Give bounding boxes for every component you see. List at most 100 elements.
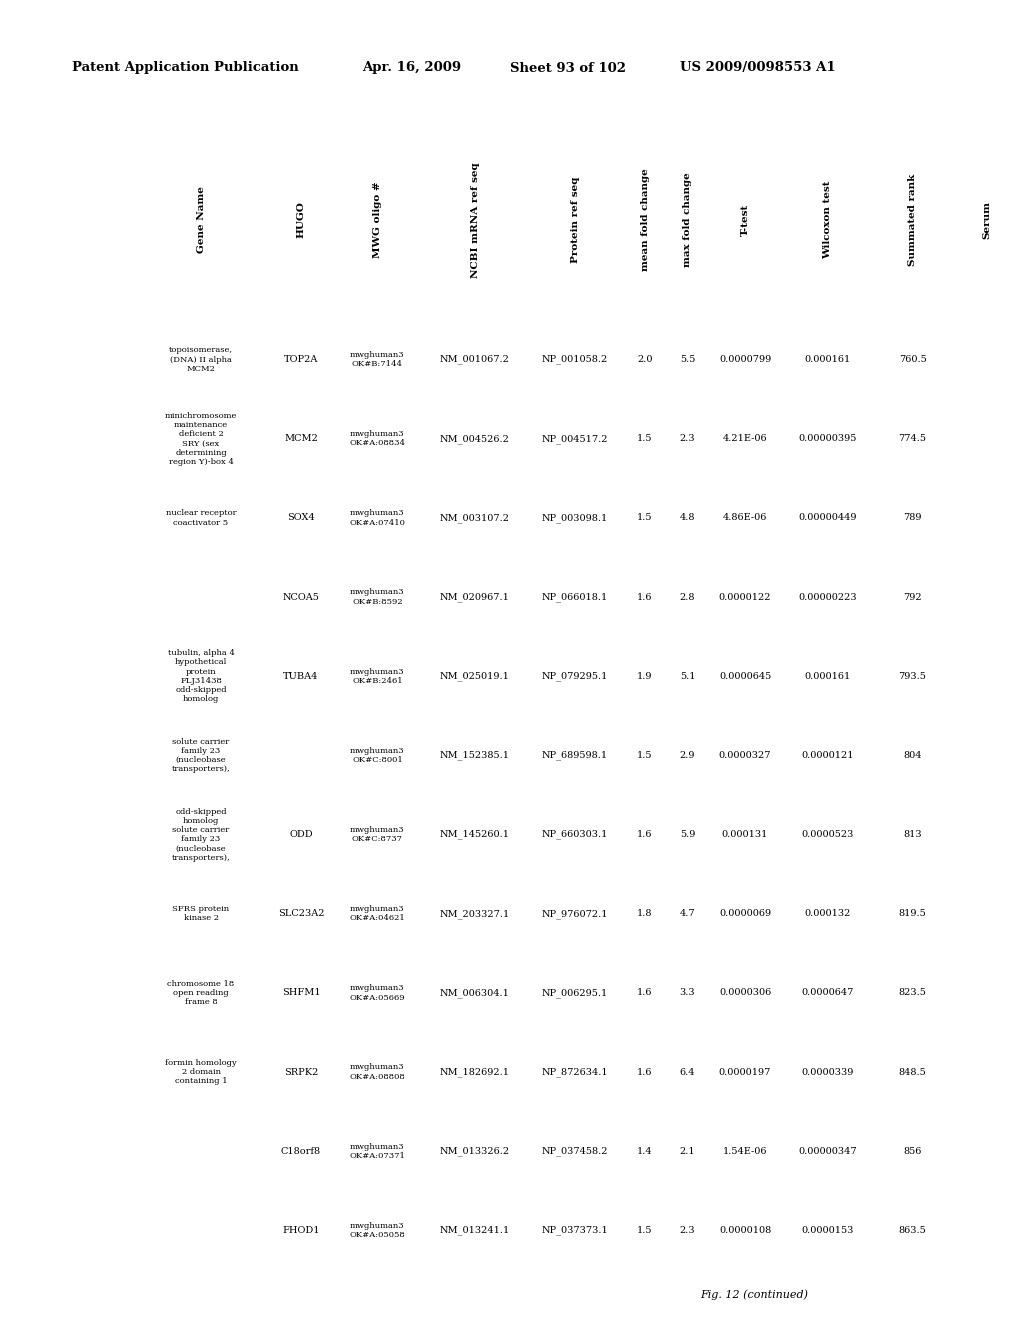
Text: 0.000161: 0.000161 [805,672,851,681]
Text: formin homology
2 domain
containing 1: formin homology 2 domain containing 1 [165,1059,237,1085]
Text: 793.5: 793.5 [899,672,927,681]
Text: NP_079295.1: NP_079295.1 [542,672,608,681]
Text: solute carrier
family 23
(nucleobase
transporters),: solute carrier family 23 (nucleobase tra… [172,738,230,774]
Text: 0.0000153: 0.0000153 [802,1226,854,1236]
Text: NP_976072.1: NP_976072.1 [542,909,608,919]
Text: 4.86E-06: 4.86E-06 [723,513,767,523]
Text: 856: 856 [903,1147,922,1156]
Text: HUGO: HUGO [297,202,305,239]
Text: 2.8: 2.8 [680,593,695,602]
Text: mwghuman3
OK#A:05058: mwghuman3 OK#A:05058 [349,1222,406,1239]
Text: Apr. 16, 2009: Apr. 16, 2009 [362,62,461,74]
Text: NP_006295.1: NP_006295.1 [542,989,608,998]
Text: mwghuman3
OK#A:07410: mwghuman3 OK#A:07410 [349,510,406,527]
Text: US 2009/0098553 A1: US 2009/0098553 A1 [680,62,836,74]
Text: NP_001058.2: NP_001058.2 [542,355,608,364]
Text: 1.4: 1.4 [637,1147,653,1156]
Text: 2.3: 2.3 [680,434,695,444]
Text: 848.5: 848.5 [899,1068,927,1077]
Text: tubulin, alpha 4
hypothetical
protein
FLJ31438
odd-skipped
homolog: tubulin, alpha 4 hypothetical protein FL… [168,649,234,704]
Text: NM_203327.1: NM_203327.1 [440,909,510,919]
Text: mwghuman3
OK#B:7144: mwghuman3 OK#B:7144 [350,351,404,368]
Text: topoisomerase,
(DNA) II alpha
MCM2: topoisomerase, (DNA) II alpha MCM2 [169,346,233,372]
Text: 2.0: 2.0 [637,355,652,364]
Text: 4.8: 4.8 [680,513,695,523]
Text: 1.54E-06: 1.54E-06 [723,1147,767,1156]
Text: 0.00000347: 0.00000347 [798,1147,857,1156]
Text: 0.0000108: 0.0000108 [719,1226,771,1236]
Text: NCOA5: NCOA5 [283,593,319,602]
Text: Gene Name: Gene Name [197,186,206,253]
Text: mwghuman3
OK#A:08834: mwghuman3 OK#A:08834 [349,430,406,447]
Text: NCBI mRNA ref seq: NCBI mRNA ref seq [470,162,479,277]
Text: 863.5: 863.5 [899,1226,927,1236]
Text: NP_066018.1: NP_066018.1 [542,593,608,602]
Text: 0.00000395: 0.00000395 [799,434,857,444]
Text: NP_004517.2: NP_004517.2 [542,434,608,444]
Text: SLC23A2: SLC23A2 [278,909,325,919]
Text: 0.0000645: 0.0000645 [719,672,771,681]
Text: mwghuman3
OK#A:08808: mwghuman3 OK#A:08808 [349,1064,406,1081]
Text: NM_004526.2: NM_004526.2 [440,434,510,444]
Text: 789: 789 [903,513,922,523]
Text: NM_013326.2: NM_013326.2 [440,1146,510,1156]
Text: 0.00000449: 0.00000449 [799,513,857,523]
Text: 760.5: 760.5 [899,355,927,364]
Text: 1.8: 1.8 [637,909,652,919]
Text: 1.6: 1.6 [637,1068,652,1077]
Text: 0.000161: 0.000161 [805,355,851,364]
Text: 1.5: 1.5 [637,1226,652,1236]
Text: minichromosome
maintenance
deficient 2
SRY (sex
determining
region Y)-box 4: minichromosome maintenance deficient 2 S… [165,412,238,466]
Text: nuclear receptor
coactivator 5: nuclear receptor coactivator 5 [166,510,237,527]
Text: 6.4: 6.4 [680,1068,695,1077]
Text: 5.9: 5.9 [680,830,695,840]
Text: chromosome 18
open reading
frame 8: chromosome 18 open reading frame 8 [167,979,234,1006]
Text: NM_013241.1: NM_013241.1 [440,1225,510,1236]
Text: mwghuman3
OK#B:2461: mwghuman3 OK#B:2461 [350,668,404,685]
Text: 819.5: 819.5 [899,909,927,919]
Text: 5.1: 5.1 [680,672,695,681]
Text: odd-skipped
homolog
solute carrier
family 23
(nucleobase
transporters),: odd-skipped homolog solute carrier famil… [172,808,230,862]
Text: 0.0000523: 0.0000523 [802,830,854,840]
Text: NP_689598.1: NP_689598.1 [542,751,608,760]
Text: NM_152385.1: NM_152385.1 [440,751,510,760]
Text: NM_003107.2: NM_003107.2 [440,513,510,523]
Text: NM_182692.1: NM_182692.1 [440,1068,510,1077]
Text: Protein ref seq: Protein ref seq [570,177,580,263]
Text: NP_037458.2: NP_037458.2 [542,1146,608,1156]
Text: NP_660303.1: NP_660303.1 [542,830,608,840]
Text: 823.5: 823.5 [899,989,927,998]
Text: NP_872634.1: NP_872634.1 [542,1068,608,1077]
Text: Serum: Serum [982,201,991,239]
Text: SHFM1: SHFM1 [282,989,321,998]
Text: mean fold change: mean fold change [640,169,649,272]
Text: mwghuman3
OK#C:8001: mwghuman3 OK#C:8001 [350,747,404,764]
Text: 1.9: 1.9 [637,672,652,681]
Text: NM_020967.1: NM_020967.1 [440,593,510,602]
Text: 1.6: 1.6 [637,989,652,998]
Text: NM_025019.1: NM_025019.1 [440,672,510,681]
Text: 0.0000647: 0.0000647 [802,989,854,998]
Text: C18orf8: C18orf8 [281,1147,322,1156]
Text: NP_037373.1: NP_037373.1 [542,1225,608,1236]
Text: Sheet 93 of 102: Sheet 93 of 102 [510,62,626,74]
Text: 2.1: 2.1 [680,1147,695,1156]
Text: ODD: ODD [289,830,312,840]
Text: Patent Application Publication: Patent Application Publication [72,62,299,74]
Text: mwghuman3
OK#A:07371: mwghuman3 OK#A:07371 [349,1143,406,1160]
Text: 3.3: 3.3 [680,989,695,998]
Text: Fig. 12 (continued): Fig. 12 (continued) [700,1290,808,1300]
Text: max fold change: max fold change [683,173,692,268]
Text: 774.5: 774.5 [898,434,927,444]
Text: 0.00000223: 0.00000223 [798,593,857,602]
Text: 1.6: 1.6 [637,593,652,602]
Text: 0.000132: 0.000132 [804,909,851,919]
Text: 2.3: 2.3 [680,1226,695,1236]
Text: 0.0000121: 0.0000121 [801,751,854,760]
Text: 804: 804 [903,751,922,760]
Text: TOP2A: TOP2A [284,355,318,364]
Text: NP_003098.1: NP_003098.1 [542,513,608,523]
Text: mwghuman3
OK#A:04621: mwghuman3 OK#A:04621 [349,906,406,923]
Text: 0.000131: 0.000131 [722,830,768,840]
Text: 4.7: 4.7 [680,909,695,919]
